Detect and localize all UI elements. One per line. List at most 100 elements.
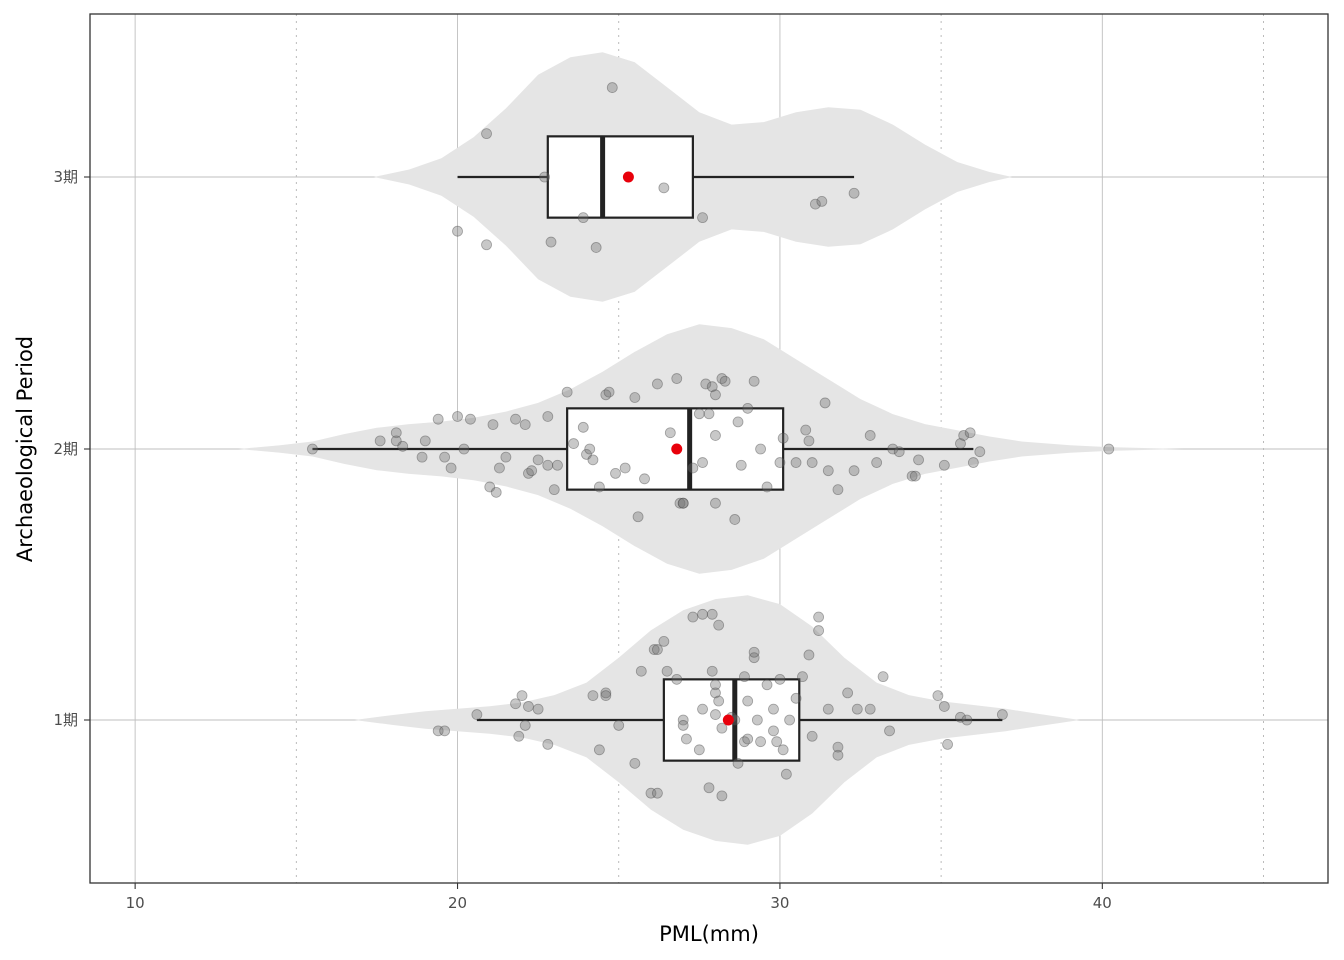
data-point bbox=[494, 462, 505, 474]
x-tick-label: 30 bbox=[770, 894, 789, 912]
data-point bbox=[777, 432, 789, 444]
data-point bbox=[742, 695, 754, 707]
x-axis-title: PML(mm) bbox=[659, 922, 759, 946]
data-point bbox=[526, 465, 538, 477]
data-point bbox=[771, 736, 783, 748]
data-point bbox=[577, 212, 589, 224]
data-point bbox=[552, 459, 563, 471]
data-point bbox=[500, 451, 512, 463]
data-point bbox=[816, 195, 828, 207]
data-point bbox=[652, 378, 663, 390]
data-point bbox=[832, 741, 844, 753]
data-point bbox=[748, 375, 760, 387]
data-point bbox=[716, 722, 728, 734]
data-point bbox=[996, 709, 1008, 720]
data-point bbox=[735, 459, 747, 471]
data-point bbox=[568, 438, 579, 449]
data-point bbox=[780, 768, 792, 780]
data-point bbox=[677, 497, 689, 509]
data-point bbox=[748, 646, 760, 658]
data-point bbox=[777, 744, 789, 756]
data-point bbox=[877, 671, 889, 683]
data-point bbox=[800, 424, 812, 436]
data-point bbox=[961, 714, 973, 726]
data-point bbox=[755, 443, 766, 455]
x-tick-label: 20 bbox=[448, 894, 467, 912]
data-point bbox=[539, 171, 550, 183]
data-point bbox=[577, 421, 589, 433]
data-point bbox=[774, 457, 786, 468]
data-point bbox=[703, 408, 715, 420]
data-point bbox=[481, 128, 492, 140]
data-point bbox=[938, 701, 950, 712]
data-point bbox=[677, 497, 689, 509]
data-point bbox=[677, 720, 689, 731]
data-point bbox=[465, 413, 476, 425]
data-point bbox=[687, 462, 699, 474]
data-point bbox=[713, 695, 725, 707]
data-point bbox=[532, 454, 544, 466]
data-point bbox=[806, 457, 818, 468]
data-point bbox=[600, 690, 612, 702]
data-point bbox=[706, 381, 718, 393]
data-point bbox=[938, 459, 950, 471]
data-point bbox=[710, 687, 721, 699]
mean-markers-layer bbox=[622, 171, 734, 726]
data-point bbox=[932, 690, 944, 702]
data-point bbox=[710, 430, 721, 441]
data-point bbox=[590, 242, 602, 253]
data-point bbox=[481, 239, 492, 251]
data-point bbox=[851, 703, 863, 715]
data-point bbox=[864, 703, 876, 715]
data-point bbox=[652, 644, 663, 655]
data-point bbox=[942, 738, 953, 750]
data-point bbox=[439, 451, 451, 463]
data-point bbox=[584, 443, 596, 455]
data-point bbox=[523, 701, 534, 712]
data-point bbox=[542, 411, 554, 422]
jitter-points-layer bbox=[307, 82, 1115, 802]
data-point bbox=[587, 454, 599, 466]
data-point bbox=[693, 408, 705, 420]
data-point bbox=[964, 427, 976, 439]
data-point bbox=[887, 443, 899, 455]
data-point bbox=[610, 467, 621, 479]
data-point bbox=[806, 730, 818, 742]
box-iqr bbox=[546, 135, 694, 219]
data-point bbox=[967, 457, 979, 468]
data-point bbox=[516, 690, 528, 702]
data-point bbox=[809, 198, 821, 210]
data-point bbox=[710, 389, 721, 401]
data-point bbox=[397, 440, 409, 452]
data-point bbox=[784, 714, 795, 726]
data-point bbox=[710, 679, 721, 691]
data-point bbox=[452, 411, 463, 422]
data-point bbox=[803, 435, 815, 447]
data-point bbox=[658, 182, 670, 194]
data-point bbox=[761, 679, 773, 691]
data-point bbox=[713, 619, 725, 631]
data-point bbox=[748, 652, 760, 664]
data-point bbox=[374, 435, 386, 447]
data-point bbox=[671, 673, 683, 685]
data-point bbox=[719, 375, 731, 387]
data-point bbox=[697, 703, 708, 715]
data-point bbox=[742, 733, 754, 745]
data-point bbox=[523, 467, 534, 479]
data-point bbox=[510, 698, 521, 710]
data-point bbox=[629, 392, 641, 403]
data-point bbox=[513, 730, 525, 742]
y-axis: 1期 2期 3期 bbox=[53, 168, 90, 729]
data-point bbox=[700, 378, 712, 390]
data-point bbox=[716, 373, 728, 384]
data-point bbox=[813, 611, 825, 623]
data-point bbox=[687, 611, 699, 623]
data-point bbox=[906, 470, 918, 482]
data-point bbox=[593, 744, 605, 756]
data-point bbox=[974, 446, 986, 458]
data-point bbox=[581, 449, 592, 460]
data-point bbox=[909, 470, 921, 482]
data-point bbox=[307, 443, 318, 455]
data-point bbox=[955, 438, 966, 449]
data-point bbox=[519, 419, 531, 431]
